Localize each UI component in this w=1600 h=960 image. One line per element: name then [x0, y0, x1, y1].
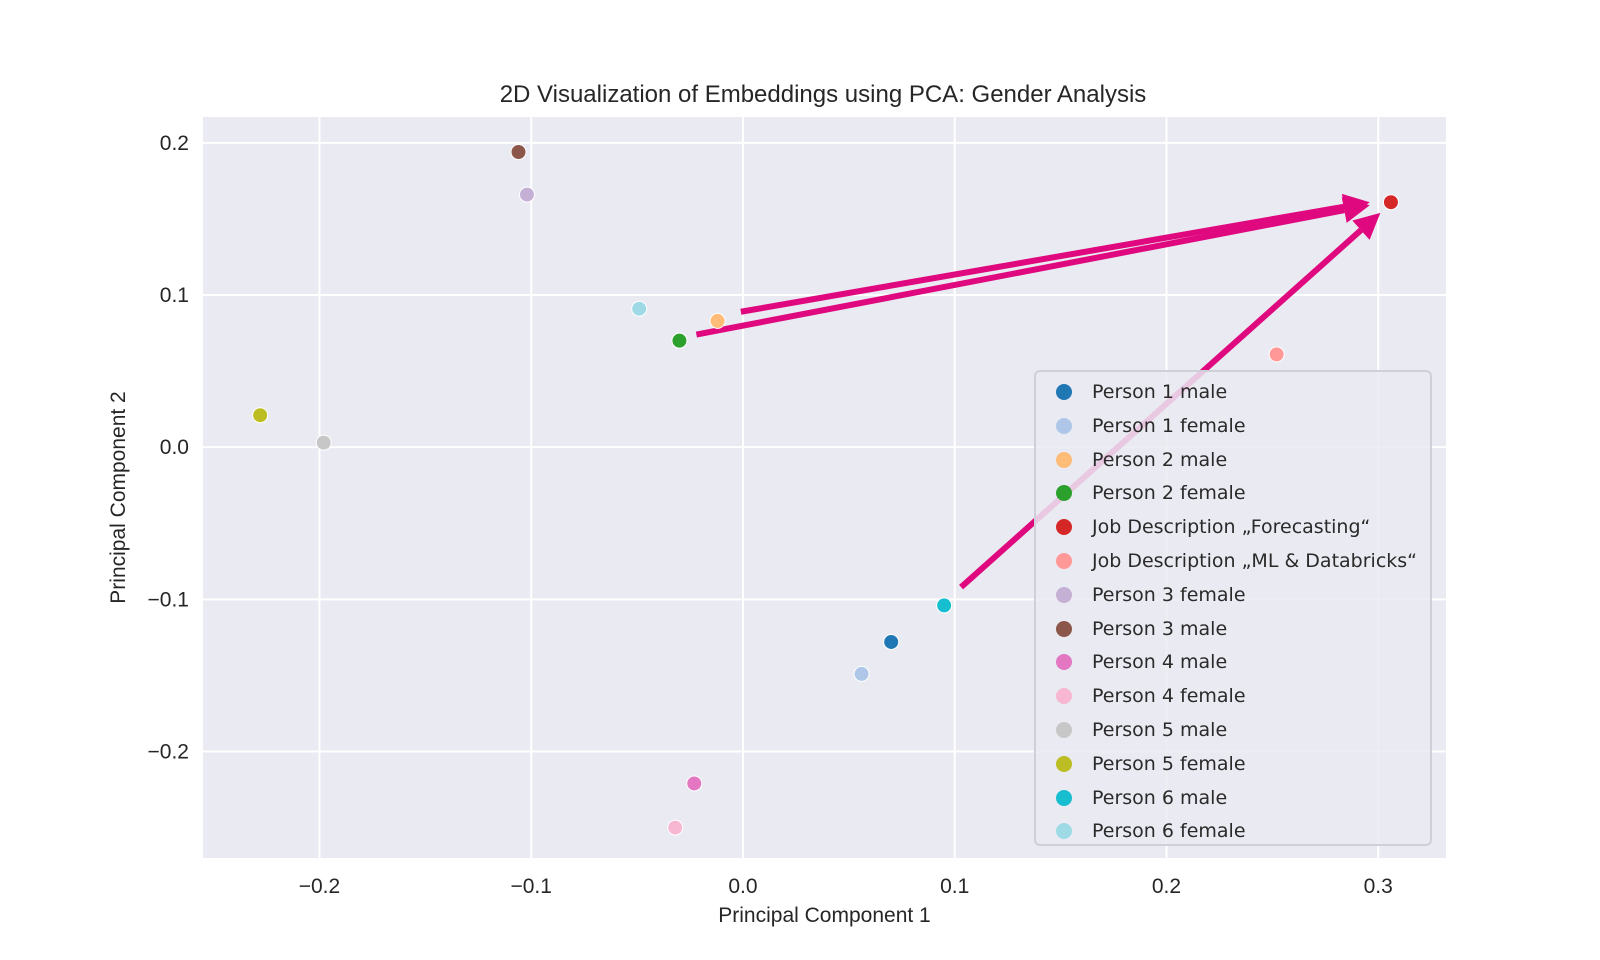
- data-point: [667, 819, 684, 836]
- y-tick-label: −0.1: [148, 588, 189, 611]
- y-tick-label: −0.2: [148, 740, 189, 763]
- data-point: [252, 407, 269, 424]
- legend-marker: [1056, 789, 1072, 806]
- legend-marker: [1056, 620, 1072, 637]
- data-point: [1382, 194, 1399, 211]
- legend-marker: [1056, 553, 1072, 569]
- legend-item: Job Description „Forecasting“: [1036, 511, 1370, 543]
- legend-item: Person 1 male: [1036, 376, 1227, 408]
- x-tick-label: −0.2: [299, 875, 340, 898]
- legend-label: Person 4 male: [1092, 651, 1228, 674]
- x-tick-label: 0.0: [728, 875, 757, 898]
- data-point: [315, 434, 332, 451]
- data-point: [510, 143, 527, 160]
- data-point: [631, 300, 648, 317]
- data-point: [518, 186, 535, 203]
- data-point: [853, 665, 870, 682]
- legend-label: Person 6 male: [1092, 786, 1228, 809]
- arrow-line: [695, 207, 1345, 338]
- legend-marker: [1056, 485, 1072, 502]
- y-tick-labels: −0.2 −0.1 0.0 0.1 0.2: [148, 132, 189, 764]
- legend-marker: [1056, 823, 1072, 840]
- y-tick-label: 0.0: [160, 436, 189, 459]
- x-tick-label: 0.3: [1364, 875, 1393, 898]
- legend-label: Person 2 male: [1092, 448, 1228, 471]
- data-point: [686, 775, 703, 792]
- data-point: [883, 633, 900, 650]
- legend-marker: [1056, 519, 1072, 536]
- legend-marker: [1056, 586, 1072, 603]
- legend-label: Person 2 female: [1092, 482, 1246, 505]
- y-axis-label: Principal Component 2: [107, 391, 130, 603]
- legend-item: Person 4 male: [1036, 646, 1227, 678]
- data-point: [1268, 346, 1285, 363]
- legend-item: Person 4 female: [1036, 680, 1246, 712]
- legend-label: Job Description „ML & Databricks“: [1092, 550, 1418, 572]
- legend-item: Person 6 female: [1036, 815, 1246, 847]
- legend-label: Job Description „Forecasting“: [1092, 516, 1371, 539]
- legend-marker: [1056, 384, 1072, 400]
- x-axis-label: Principal Component 1: [718, 904, 930, 927]
- x-tick-labels: −0.2 −0.1 0.0 0.1 0.2 0.3: [299, 875, 1393, 898]
- legend-label: Person 5 male: [1092, 719, 1228, 741]
- data-point: [936, 597, 953, 614]
- legend-marker: [1056, 688, 1072, 705]
- legend-marker: [1056, 722, 1072, 738]
- legend-item: Person 2 female: [1036, 477, 1246, 509]
- chart-title: 2D Visualization of Embeddings using PCA…: [500, 81, 1147, 108]
- legend-marker: [1056, 755, 1072, 772]
- data-point: [671, 332, 688, 349]
- legend-marker: [1056, 417, 1072, 434]
- legend-item: Job Description „ML & Databricks“: [1036, 545, 1417, 577]
- data-point: [709, 312, 726, 329]
- legend-item: Person 6 male: [1036, 782, 1227, 814]
- legend-item: Person 3 female: [1036, 579, 1246, 611]
- legend-label: Person 4 female: [1092, 685, 1246, 708]
- legend-item: Person 5 female: [1036, 748, 1246, 780]
- legend-label: Person 1 female: [1092, 414, 1246, 437]
- y-tick-label: 0.2: [160, 132, 189, 155]
- data-points: [252, 143, 1399, 836]
- x-tick-label: 0.2: [1152, 875, 1181, 898]
- legend-item: Person 1 female: [1036, 410, 1246, 442]
- arrow-head: [1352, 212, 1381, 240]
- legend-marker: [1056, 451, 1072, 468]
- x-tick-label: −0.1: [510, 875, 551, 898]
- x-tick-label: 0.1: [940, 875, 969, 898]
- legend-item: Person 5 male: [1036, 714, 1227, 746]
- y-tick-label: 0.1: [160, 284, 189, 307]
- legend-item: Person 3 male: [1036, 613, 1227, 645]
- legend-label: Person 1 male: [1092, 381, 1228, 403]
- arrow-annotations: [695, 193, 1381, 590]
- legend-label: Person 3 female: [1092, 583, 1246, 606]
- arrow-line: [740, 203, 1345, 315]
- legend-label: Person 3 male: [1092, 617, 1228, 640]
- legend-label: Person 6 female: [1092, 820, 1246, 843]
- legend-item: Person 2 male: [1036, 444, 1227, 476]
- chart-legend: Person 1 male Person 1 female Person 2 mal…: [1034, 370, 1432, 846]
- arrow-head: [1341, 197, 1370, 223]
- legend-marker: [1056, 654, 1072, 671]
- legend-label: Person 5 female: [1092, 752, 1246, 775]
